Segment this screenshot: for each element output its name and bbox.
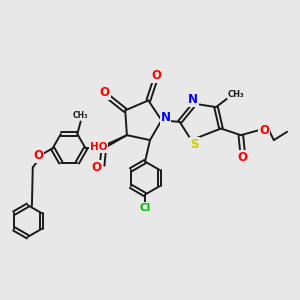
Text: O: O — [152, 69, 162, 82]
Text: CH₃: CH₃ — [227, 90, 244, 99]
Text: O: O — [100, 86, 110, 99]
Text: O: O — [238, 151, 248, 164]
Text: O: O — [91, 161, 101, 174]
Text: CH₃: CH₃ — [73, 111, 88, 120]
Text: S: S — [190, 138, 199, 151]
Text: Cl: Cl — [140, 203, 151, 213]
Text: HO: HO — [90, 142, 108, 152]
Text: N: N — [188, 93, 198, 106]
Text: O: O — [259, 124, 269, 137]
Text: N: N — [160, 111, 170, 124]
Text: O: O — [33, 149, 43, 162]
